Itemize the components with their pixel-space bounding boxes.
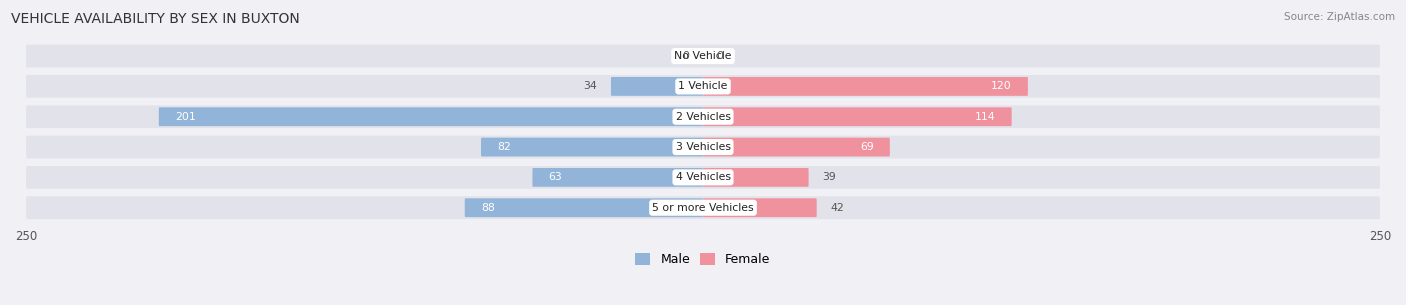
Text: Source: ZipAtlas.com: Source: ZipAtlas.com bbox=[1284, 12, 1395, 22]
Text: 0: 0 bbox=[717, 51, 724, 61]
Text: 120: 120 bbox=[991, 81, 1012, 92]
Text: 5 or more Vehicles: 5 or more Vehicles bbox=[652, 203, 754, 213]
Text: VEHICLE AVAILABILITY BY SEX IN BUXTON: VEHICLE AVAILABILITY BY SEX IN BUXTON bbox=[11, 12, 299, 26]
FancyBboxPatch shape bbox=[703, 198, 817, 217]
Text: 88: 88 bbox=[481, 203, 495, 213]
FancyBboxPatch shape bbox=[27, 45, 1379, 67]
Text: 2 Vehicles: 2 Vehicles bbox=[675, 112, 731, 122]
FancyBboxPatch shape bbox=[481, 138, 703, 156]
FancyBboxPatch shape bbox=[703, 168, 808, 187]
FancyBboxPatch shape bbox=[612, 77, 703, 96]
Text: 4 Vehicles: 4 Vehicles bbox=[675, 172, 731, 182]
FancyBboxPatch shape bbox=[159, 107, 703, 126]
Text: 42: 42 bbox=[831, 203, 844, 213]
Text: 201: 201 bbox=[174, 112, 195, 122]
Text: 1 Vehicle: 1 Vehicle bbox=[678, 81, 728, 92]
Text: No Vehicle: No Vehicle bbox=[675, 51, 731, 61]
FancyBboxPatch shape bbox=[27, 136, 1379, 158]
Text: 34: 34 bbox=[583, 81, 598, 92]
FancyBboxPatch shape bbox=[27, 75, 1379, 98]
Text: 63: 63 bbox=[548, 172, 562, 182]
FancyBboxPatch shape bbox=[27, 196, 1379, 219]
Text: 0: 0 bbox=[682, 51, 689, 61]
Text: 39: 39 bbox=[823, 172, 837, 182]
FancyBboxPatch shape bbox=[465, 198, 703, 217]
FancyBboxPatch shape bbox=[703, 107, 1012, 126]
FancyBboxPatch shape bbox=[703, 138, 890, 156]
Text: 114: 114 bbox=[974, 112, 995, 122]
FancyBboxPatch shape bbox=[27, 166, 1379, 189]
Legend: Male, Female: Male, Female bbox=[631, 249, 775, 270]
Text: 3 Vehicles: 3 Vehicles bbox=[675, 142, 731, 152]
FancyBboxPatch shape bbox=[533, 168, 703, 187]
FancyBboxPatch shape bbox=[27, 105, 1379, 128]
Text: 69: 69 bbox=[860, 142, 873, 152]
FancyBboxPatch shape bbox=[703, 77, 1028, 96]
Text: 82: 82 bbox=[498, 142, 510, 152]
